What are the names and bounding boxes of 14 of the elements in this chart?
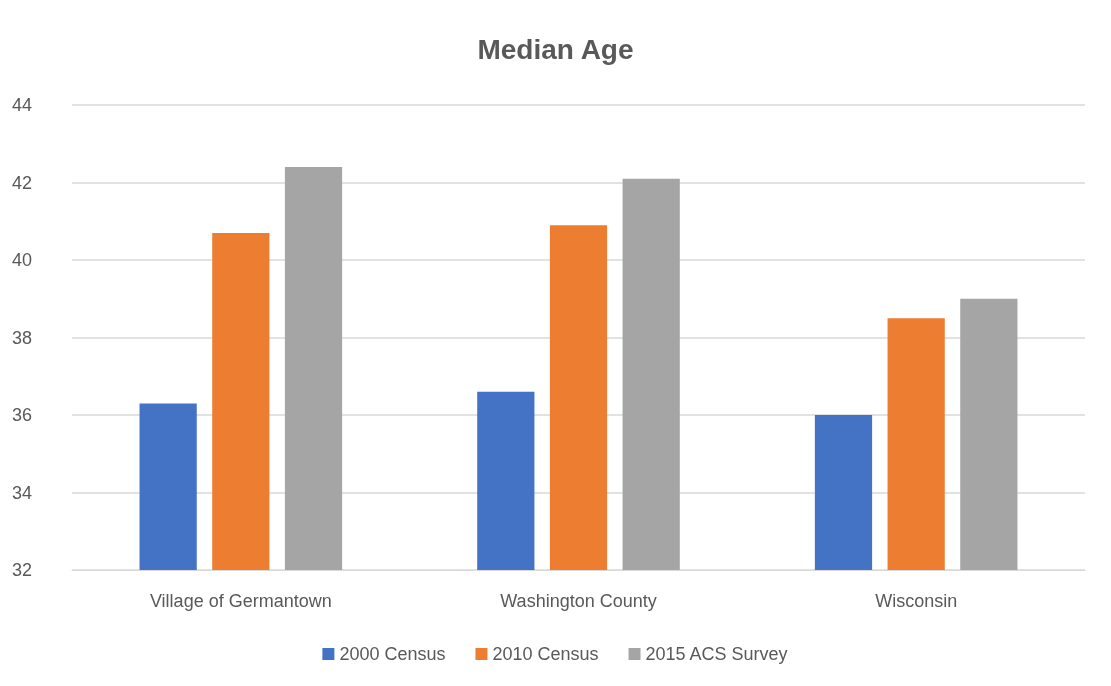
y-tick-label: 38 bbox=[11, 327, 32, 348]
y-tick-label: 40 bbox=[11, 250, 32, 270]
y-tick-label: 34 bbox=[11, 482, 32, 503]
legend-label: 2010 Census bbox=[492, 644, 599, 664]
chart-title: Median Age bbox=[477, 33, 634, 65]
x-tick-label: Village of Germantown bbox=[149, 591, 332, 611]
x-tick-label: Wisconsin bbox=[875, 591, 958, 611]
y-tick-label: 42 bbox=[11, 172, 32, 193]
x-tick-label: Washington County bbox=[500, 591, 657, 611]
y-tick-label: 36 bbox=[11, 405, 32, 425]
y-tick-label: 32 bbox=[11, 560, 32, 580]
y-tick-label: 44 bbox=[11, 95, 32, 115]
legend-label: 2000 Census bbox=[339, 644, 446, 664]
legend-label: 2015 ACS Survey bbox=[645, 644, 788, 664]
